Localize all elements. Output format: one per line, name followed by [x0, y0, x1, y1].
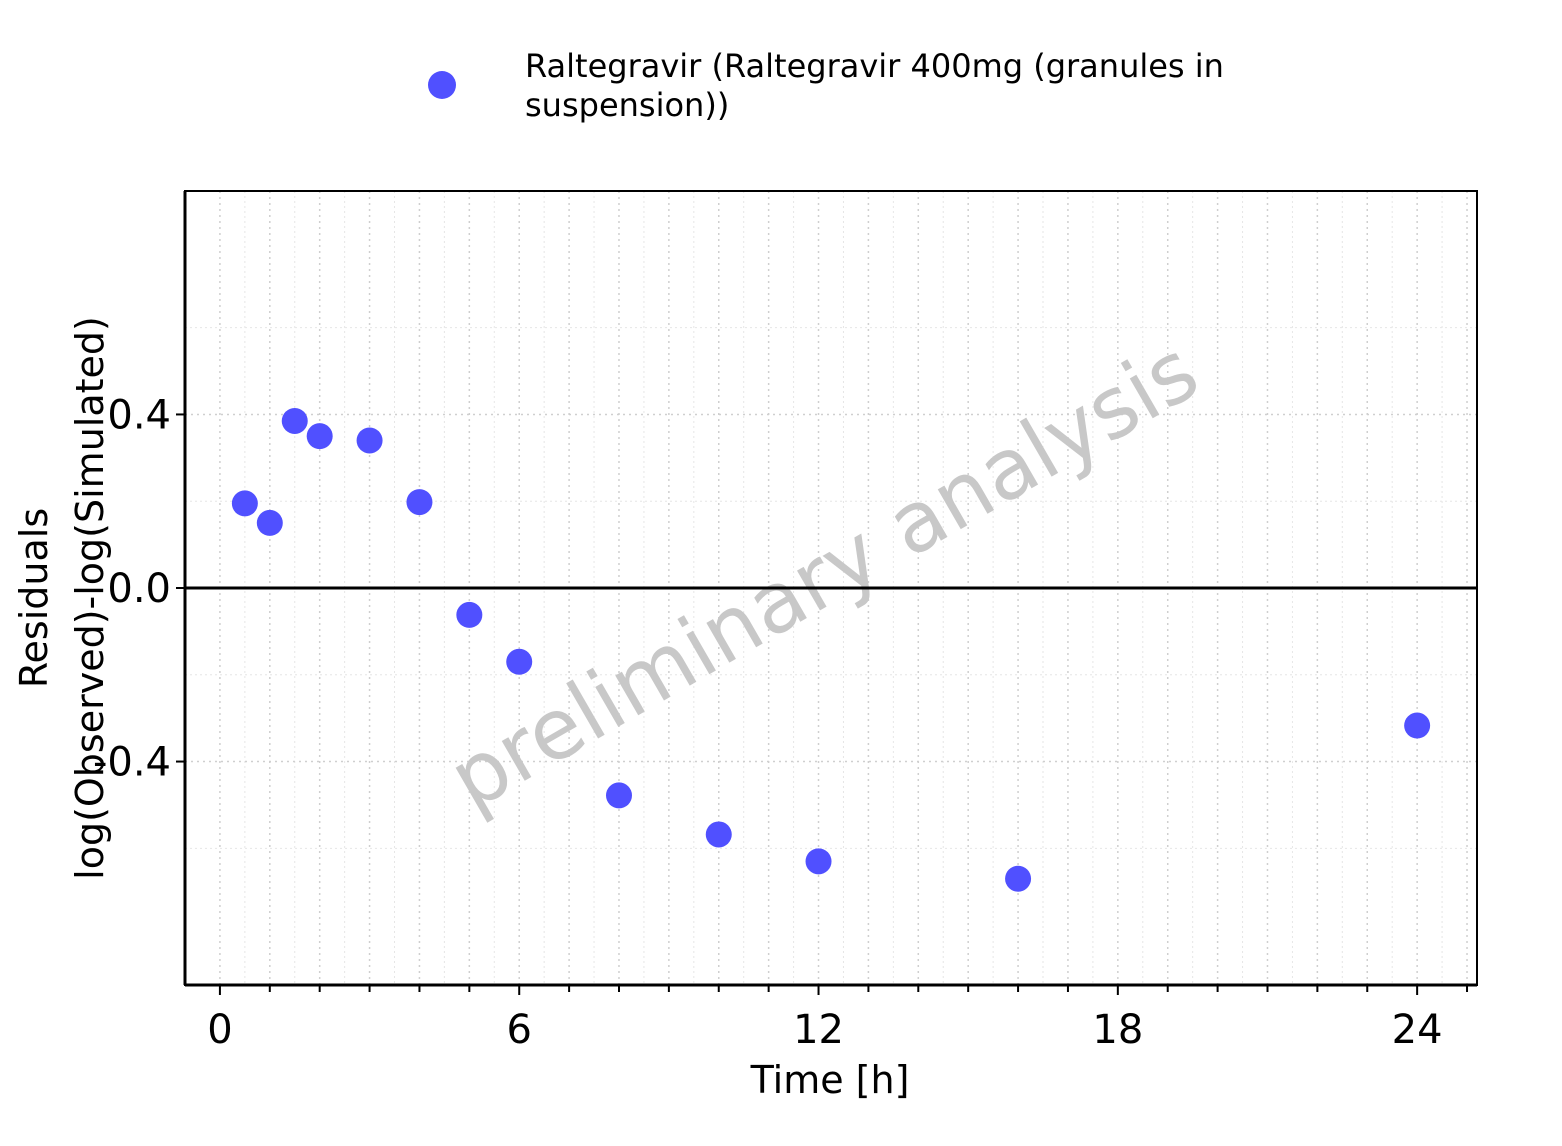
- data-point: [306, 423, 333, 450]
- watermark-text: preliminary analysis: [433, 321, 1214, 829]
- y-tick-label: 0.0: [107, 566, 171, 612]
- x-tick-label: 12: [793, 1007, 844, 1053]
- data-points: [231, 407, 1431, 892]
- x-axis-title: Time [h]: [750, 1058, 910, 1102]
- x-tick-label: 6: [506, 1007, 531, 1053]
- y-axis-title-line-1: Residuals: [12, 508, 56, 688]
- x-tick-label: 18: [1092, 1007, 1143, 1053]
- y-axis-title-line-2: log(Observed)-log(Simulated): [68, 316, 112, 880]
- x-axis: 0 6 12 18 24: [185, 983, 1477, 1053]
- data-point: [456, 601, 483, 628]
- x-tick-label: 0: [207, 1007, 232, 1053]
- data-point: [356, 427, 383, 454]
- data-point: [506, 648, 533, 675]
- y-tick-label: 0.4: [107, 392, 171, 438]
- major-grid: [185, 191, 1477, 985]
- legend-label-line-1: Raltegravir (Raltegravir 400mg (granules…: [525, 47, 1224, 85]
- data-point: [605, 782, 632, 809]
- data-point: [1005, 865, 1032, 892]
- data-point: [705, 821, 732, 848]
- data-point: [231, 490, 258, 517]
- data-point: [805, 848, 832, 875]
- data-point: [256, 509, 283, 536]
- y-axis: -0.4 0.0 0.4: [93, 191, 187, 985]
- data-point: [406, 489, 433, 516]
- legend: Raltegravir (Raltegravir 400mg (granules…: [428, 47, 1224, 124]
- data-point: [1404, 712, 1431, 739]
- x-tick-label: 24: [1392, 1007, 1443, 1053]
- data-point: [281, 407, 308, 434]
- y-tick-label: -0.4: [93, 740, 171, 786]
- legend-marker: [428, 71, 456, 99]
- legend-label-line-2: suspension)): [525, 86, 729, 124]
